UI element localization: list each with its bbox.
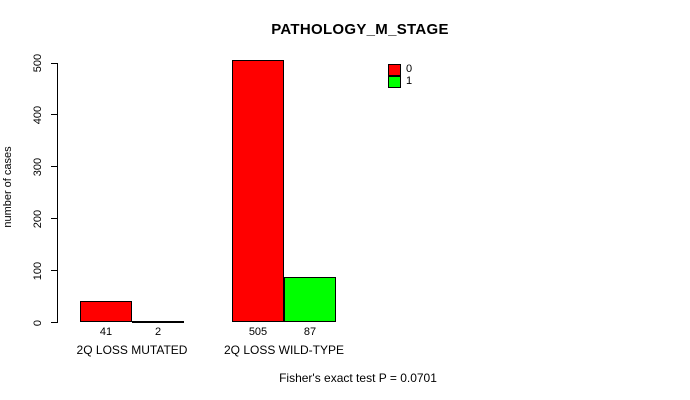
- y-tick-label: 0: [32, 319, 44, 326]
- bar: [284, 277, 336, 323]
- bar: [80, 301, 132, 323]
- stat-test-text: Fisher's exact test P = 0.0701: [279, 371, 437, 385]
- y-axis-label: number of cases: [2, 146, 14, 228]
- bar-value-label: 505: [248, 326, 268, 338]
- bar: [132, 321, 184, 324]
- y-tick-label: 100: [32, 261, 44, 280]
- y-tick-label: 300: [32, 157, 44, 176]
- y-tick: [51, 114, 57, 116]
- y-tick: [51, 166, 57, 168]
- y-tick: [51, 62, 57, 64]
- legend-item: 0: [388, 63, 413, 76]
- legend-label: 0: [406, 63, 413, 75]
- y-tick: [51, 322, 57, 323]
- legend-item: 1: [388, 75, 413, 88]
- bar-value-label: 41: [99, 326, 113, 338]
- y-tick-label: 200: [32, 209, 44, 228]
- y-axis-line: [57, 63, 58, 323]
- y-tick: [51, 270, 57, 272]
- category-label: 2Q LOSS WILD-TYPE: [223, 343, 345, 357]
- bar: [232, 60, 284, 323]
- bar-value-label: 87: [303, 326, 317, 338]
- legend-swatch: [388, 75, 401, 88]
- y-tick-label: 500: [32, 53, 44, 73]
- category-label: 2Q LOSS MUTATED: [76, 343, 188, 357]
- chart-title: PATHOLOGY_M_STAGE: [271, 21, 449, 38]
- legend-label: 1: [406, 75, 413, 87]
- y-tick-label: 400: [32, 105, 44, 125]
- bar-value-label: 2: [154, 326, 162, 338]
- y-tick: [51, 218, 57, 220]
- legend-swatch: [388, 63, 401, 76]
